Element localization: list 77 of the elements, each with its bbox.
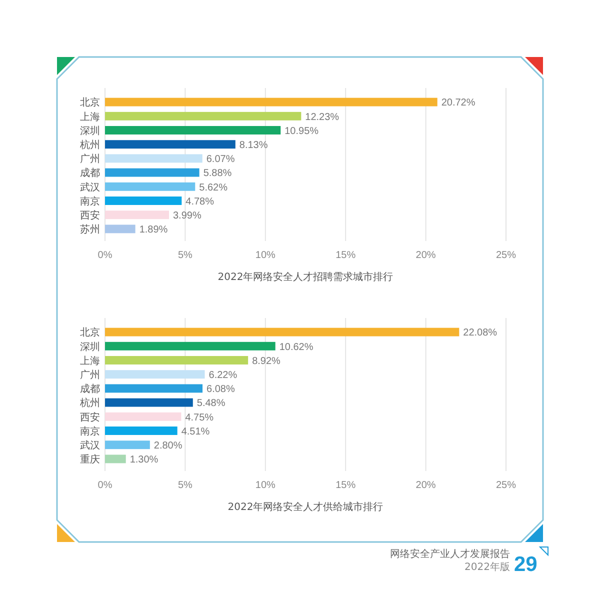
data-label: 3.99% xyxy=(173,210,202,222)
data-label: 4.78% xyxy=(186,196,214,208)
x-tick-label: 10% xyxy=(255,480,276,491)
data-label: 5.48% xyxy=(196,398,226,410)
bar xyxy=(105,328,460,336)
y-tick-label: 重庆 xyxy=(80,454,100,466)
bar xyxy=(105,126,281,134)
x-tick-label: 20% xyxy=(416,250,436,261)
bar xyxy=(105,210,169,220)
y-tick-label: 杭州 xyxy=(79,397,100,410)
data-label: 6.22% xyxy=(208,370,238,381)
x-tick-label: 25% xyxy=(496,480,516,491)
bar xyxy=(105,384,203,393)
y-tick-label: 杭州 xyxy=(79,138,100,151)
y-tick-label: 广州 xyxy=(80,153,100,166)
y-tick-label: 上海 xyxy=(80,354,100,367)
bar xyxy=(105,370,205,379)
data-label: 8.13% xyxy=(239,140,268,151)
x-tick-label: 25% xyxy=(496,250,516,261)
bar xyxy=(105,454,126,464)
data-label: 1.89% xyxy=(139,224,168,236)
data-label: 2.80% xyxy=(154,440,182,452)
bar xyxy=(105,398,193,407)
y-tick-label: 西安 xyxy=(80,411,100,424)
bar xyxy=(105,112,302,120)
bar xyxy=(105,154,202,163)
x-tick-label: 5% xyxy=(178,480,193,491)
data-label: 20.72% xyxy=(441,98,476,109)
text: 网络安全产业人才发展报告 xyxy=(390,548,510,560)
data-label: 1.30% xyxy=(130,454,158,466)
data-label: 12.23% xyxy=(305,112,340,123)
bar xyxy=(105,182,196,191)
x-tick-label: 15% xyxy=(336,250,356,261)
y-tick-label: 广州 xyxy=(80,368,100,381)
x-tick-label: 0% xyxy=(98,250,112,261)
data-label: 22.08% xyxy=(463,328,498,339)
bar xyxy=(105,440,150,450)
y-tick-label: 北京 xyxy=(80,326,100,339)
x-tick-label: 5% xyxy=(178,250,193,261)
y-tick-label: 南京 xyxy=(80,425,100,438)
x-tick-label: 0% xyxy=(98,480,112,491)
bar xyxy=(105,224,136,234)
bar xyxy=(105,426,178,435)
y-tick-label: 武汉 xyxy=(80,439,100,452)
x-tick-label: 20% xyxy=(416,480,436,491)
data-label: 5.88% xyxy=(203,168,232,180)
y-tick-label: 苏州 xyxy=(80,224,100,236)
y-tick-label: 上海 xyxy=(80,110,100,123)
x-tick-label: 10% xyxy=(255,250,276,261)
y-tick-label: 成都 xyxy=(80,167,100,180)
y-tick-label: 深圳 xyxy=(80,340,100,353)
bar xyxy=(105,140,236,149)
x-tick-label: 15% xyxy=(336,480,356,491)
y-tick-label: 北京 xyxy=(80,96,100,109)
text: 2022年版 xyxy=(464,561,510,573)
bar xyxy=(105,356,248,364)
data-label: 8.92% xyxy=(252,356,281,367)
data-label: 6.08% xyxy=(206,384,235,396)
text: 2022年网络安全人才招聘需求城市排行 xyxy=(218,271,394,283)
bar xyxy=(105,168,200,177)
data-label: 10.95% xyxy=(284,126,319,137)
y-tick-label: 深圳 xyxy=(80,124,100,137)
bar xyxy=(105,98,438,106)
y-tick-label: 西安 xyxy=(80,209,100,222)
data-label: 10.62% xyxy=(279,342,314,353)
bar xyxy=(105,342,276,350)
bar xyxy=(105,196,182,205)
text: 29 xyxy=(514,553,538,576)
text: 2022年网络安全人才供给城市排行 xyxy=(228,501,384,513)
data-label: 4.75% xyxy=(185,412,214,424)
y-tick-label: 武汉 xyxy=(80,181,100,194)
data-label: 6.07% xyxy=(206,154,235,166)
data-label: 4.51% xyxy=(181,426,210,438)
data-label: 5.62% xyxy=(199,182,228,194)
y-tick-label: 成都 xyxy=(80,383,100,396)
bar xyxy=(105,412,182,421)
y-tick-label: 南京 xyxy=(80,195,100,208)
